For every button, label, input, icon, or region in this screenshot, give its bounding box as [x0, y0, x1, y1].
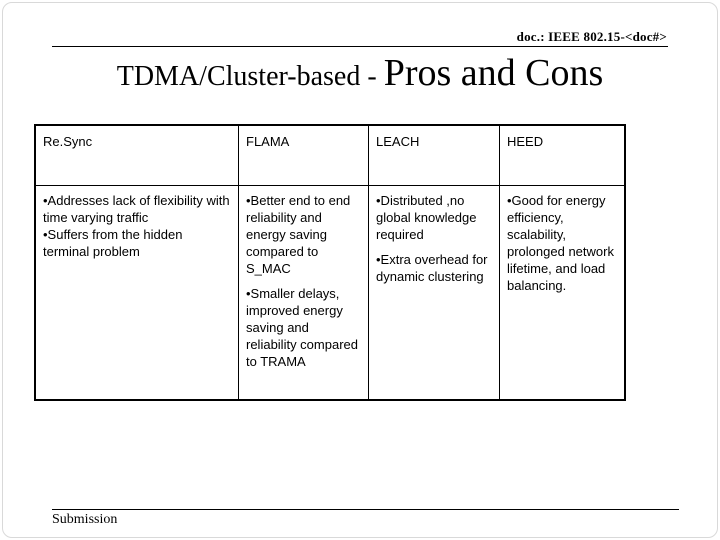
page-title-prefix: TDMA/Cluster-based -	[116, 61, 384, 92]
bullet-item: •Distributed ,no global knowledge requir…	[376, 193, 477, 242]
table-body-cell: •Good for energy efficiency, scalability…	[500, 186, 624, 399]
table-header-cell: LEACH	[369, 126, 499, 185]
bullet-item: •Addresses lack of flexibility with time…	[43, 193, 230, 225]
table-body-cell: •Better end to end reliability and energ…	[239, 186, 368, 399]
table-header-cell: HEED	[500, 126, 624, 185]
table-body-cell: •Distributed ,no global knowledge requir…	[369, 186, 499, 399]
protocol-comparison-table: Re.Sync FLAMA LEACH HEED •Addresses lack of …	[34, 124, 626, 401]
table-body-cell: •Addresses lack of flexibility with time…	[36, 186, 238, 399]
bullet-item: •Extra overhead for dynamic clustering	[376, 252, 488, 284]
table-header-cell: FLAMA	[239, 126, 368, 185]
footer-divider-line	[52, 509, 679, 510]
footer-submission-label: Submission	[52, 512, 118, 527]
bullet-item: •Good for energy efficiency, scalability…	[507, 193, 614, 293]
bullet-item: •Smaller delays, improved energy saving …	[246, 286, 358, 369]
page-title: TDMA/Cluster-based - Pros and Cons	[0, 50, 720, 100]
page-title-emphasis: Pros and Cons	[383, 52, 604, 94]
bullet-item: •Suffers from the hidden terminal proble…	[43, 227, 183, 259]
header-divider-line	[52, 46, 668, 47]
doc-number-label: doc.: IEEE 802.15-<doc#>	[516, 29, 667, 44]
bullet-item: •Better end to end reliability and energ…	[246, 193, 351, 276]
table-header-cell: Re.Sync	[36, 126, 238, 185]
